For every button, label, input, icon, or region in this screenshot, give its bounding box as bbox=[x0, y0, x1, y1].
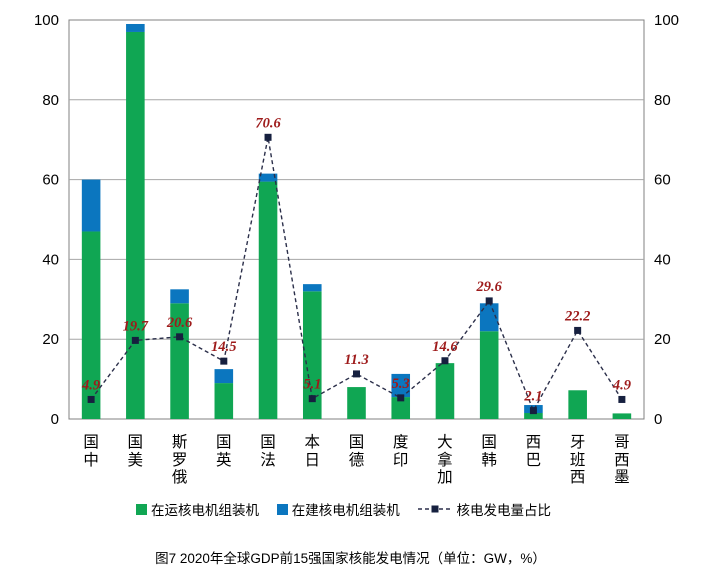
svg-text:20.6: 20.6 bbox=[166, 315, 193, 331]
svg-text:100: 100 bbox=[34, 12, 59, 29]
svg-text:22.2: 22.2 bbox=[564, 308, 590, 324]
svg-text:5.1: 5.1 bbox=[303, 377, 321, 393]
svg-text:70.6: 70.6 bbox=[255, 115, 281, 131]
svg-text:80: 80 bbox=[654, 92, 671, 109]
svg-text:40: 40 bbox=[654, 251, 671, 268]
svg-text:29.6: 29.6 bbox=[476, 279, 503, 295]
svg-text:20: 20 bbox=[654, 331, 671, 348]
svg-text:0: 0 bbox=[51, 411, 59, 428]
svg-text:0: 0 bbox=[654, 411, 662, 428]
svg-text:20: 20 bbox=[42, 331, 59, 348]
svg-text:40: 40 bbox=[42, 251, 59, 268]
svg-text:5.3: 5.3 bbox=[392, 376, 410, 392]
svg-text:60: 60 bbox=[654, 172, 671, 189]
svg-text:60: 60 bbox=[42, 172, 59, 189]
svg-text:4.9: 4.9 bbox=[81, 377, 100, 393]
svg-text:14.5: 14.5 bbox=[211, 339, 236, 355]
svg-text:80: 80 bbox=[42, 92, 59, 109]
svg-text:2.1: 2.1 bbox=[523, 389, 542, 405]
svg-text:11.3: 11.3 bbox=[344, 352, 369, 368]
svg-text:14.6: 14.6 bbox=[432, 339, 458, 355]
svg-text:4.9: 4.9 bbox=[612, 377, 631, 393]
svg-text:100: 100 bbox=[654, 12, 679, 29]
svg-text:19.7: 19.7 bbox=[123, 318, 149, 334]
